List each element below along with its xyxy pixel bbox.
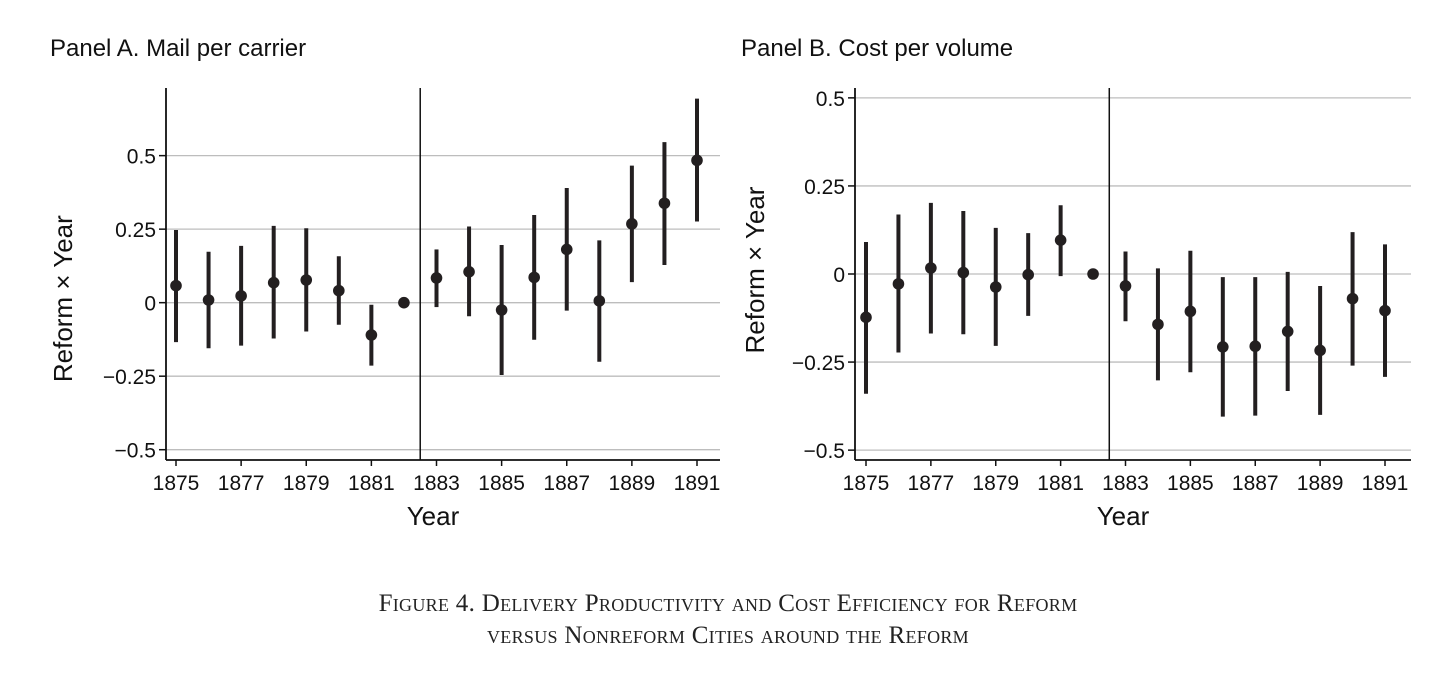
- x-tick-label: 1885: [478, 472, 525, 495]
- point-estimate: [170, 279, 182, 292]
- y-tick-label: 0.5: [127, 146, 156, 169]
- panel-b: Panel B. Cost per volume 0.5 0.25 0 −0.25 −0.…: [740, 35, 1411, 531]
- x-tick-label: 1891: [674, 472, 721, 495]
- x-tick-label: 1889: [1297, 472, 1344, 495]
- y-tick-label: 0.5: [816, 88, 845, 111]
- point-estimate: [235, 290, 247, 302]
- point-estimate: [1217, 341, 1229, 353]
- y-tick-label: 0.25: [804, 176, 845, 199]
- point-estimate: [989, 281, 1002, 293]
- point-estimate: [1119, 280, 1132, 292]
- point-estimate: [495, 304, 508, 316]
- point-estimate: [593, 295, 606, 307]
- point-estimate: [1087, 268, 1099, 280]
- point-estimate: [892, 278, 905, 290]
- point-estimate: [398, 296, 410, 309]
- x-tick-label: 1879: [972, 472, 1019, 495]
- point-estimate: [365, 329, 378, 341]
- x-tick-label: 1887: [1232, 472, 1279, 495]
- point-estimate: [1022, 268, 1034, 281]
- y-tick-label: 0.25: [115, 219, 156, 242]
- x-tick-label: 1875: [153, 472, 200, 495]
- y-tick-label: 0: [833, 264, 845, 287]
- point-estimate: [300, 274, 313, 286]
- point-estimate: [957, 266, 970, 279]
- point-estimate: [1249, 340, 1262, 353]
- y-tick-label: −0.25: [792, 352, 845, 375]
- x-tick-label: 1877: [218, 472, 265, 495]
- x-tick-label: 1881: [1037, 472, 1084, 495]
- point-estimate: [925, 262, 937, 274]
- y-axis-label: Reform × Year: [740, 186, 770, 353]
- y-tick-label: −0.5: [804, 440, 845, 463]
- x-tick-label: 1883: [413, 472, 460, 495]
- figure-caption-line-2: versus Nonreform Cities around the Refor…: [487, 622, 969, 649]
- x-tick-label: 1885: [1167, 472, 1214, 495]
- x-tick-label: 1879: [283, 472, 330, 495]
- x-tick-label: 1891: [1362, 472, 1409, 495]
- point-estimate: [267, 276, 280, 289]
- point-estimate: [1346, 292, 1359, 305]
- point-estimate: [1379, 304, 1391, 317]
- point-estimate: [691, 154, 703, 167]
- point-estimate: [626, 218, 638, 230]
- x-tick-label: 1883: [1102, 472, 1149, 495]
- panel-title: Panel B. Cost per volume: [741, 35, 1013, 62]
- point-estimate: [202, 294, 215, 306]
- point-estimate: [430, 272, 443, 284]
- figure-caption-line-1: Figure 4. Delivery Productivity and Cost…: [378, 590, 1078, 617]
- point-estimate: [1314, 344, 1326, 357]
- x-tick-label: 1889: [609, 472, 656, 495]
- x-tick-label: 1875: [843, 472, 890, 495]
- point-estimate: [1281, 325, 1294, 338]
- point-estimate: [1054, 234, 1067, 246]
- point-estimate: [528, 271, 540, 284]
- x-axis-label: Year: [407, 501, 460, 531]
- x-tick-label: 1887: [543, 472, 590, 495]
- point-estimate: [1152, 318, 1164, 331]
- x-tick-label: 1881: [348, 472, 395, 495]
- x-tick-label: 1877: [908, 472, 955, 495]
- y-tick-label: −0.25: [103, 366, 156, 389]
- x-axis-label: Year: [1097, 501, 1150, 531]
- point-estimate: [860, 311, 872, 324]
- panel-title: Panel A. Mail per carrier: [50, 35, 306, 62]
- point-estimate: [333, 284, 345, 297]
- point-estimate: [560, 243, 573, 256]
- y-tick-label: −0.5: [115, 440, 156, 463]
- y-tick-label: 0: [144, 293, 156, 316]
- panel-a: Panel A. Mail per carrier 0.5 0.25 0 −0.25 −0…: [48, 35, 720, 531]
- point-estimate: [658, 197, 671, 210]
- y-axis-label: Reform × Year: [48, 215, 78, 382]
- point-estimate: [1184, 305, 1197, 318]
- point-estimate: [463, 265, 475, 278]
